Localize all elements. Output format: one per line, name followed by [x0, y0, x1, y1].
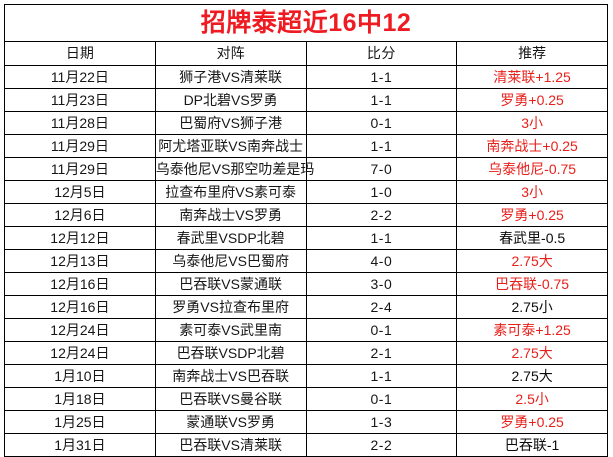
cell-score: 1-1 — [305, 65, 458, 89]
cell-match: 南奔战士VS巴吞联 — [154, 364, 307, 388]
table-row: 12月24日 巴吞联VSDP北碧 2-1 2.75大 — [4, 341, 608, 365]
table-row: 11月28日 巴蜀府VS狮子港 0-1 3小 — [4, 111, 608, 135]
column-header-date: 日期 — [4, 41, 156, 66]
cell-match: 狮子港VS清莱联 — [154, 65, 307, 89]
cell-match: 巴吞联VS蒙通联 — [154, 272, 307, 296]
cell-pick: 罗勇+0.25 — [456, 410, 608, 434]
cell-score: 0-1 — [305, 318, 458, 342]
cell-date: 11月29日 — [4, 157, 156, 181]
cell-score: 2-1 — [305, 341, 458, 365]
cell-match: 罗勇VS拉查布里府 — [154, 295, 307, 319]
table-row: 1月25日 蒙通联VS罗勇 1-3 罗勇+0.25 — [4, 410, 608, 434]
cell-score: 2-2 — [305, 433, 458, 457]
cell-pick: 2.75大 — [456, 364, 608, 388]
cell-date: 11月29日 — [4, 134, 156, 158]
cell-date: 1月31日 — [4, 433, 156, 457]
table-body: 招牌泰超近16中12 日期 对阵 比分 推荐 11月22日 狮子港VS清莱联 1-1… — [4, 4, 608, 457]
cell-match: 蒙通联VS罗勇 — [154, 410, 307, 434]
cell-pick: 乌泰他尼-0.75 — [456, 157, 608, 181]
cell-date: 12月6日 — [4, 203, 156, 227]
cell-date: 12月13日 — [4, 249, 156, 273]
cell-match: 巴吞联VS曼谷联 — [154, 387, 307, 411]
cell-score: 1-1 — [305, 364, 458, 388]
cell-date: 12月5日 — [4, 180, 156, 204]
cell-pick: 巴吞联-1 — [456, 433, 608, 457]
cell-score: 1-1 — [305, 226, 458, 250]
cell-pick: 2.75大 — [456, 249, 608, 273]
table-row: 1月18日 巴吞联VS曼谷联 0-1 2.5小 — [4, 387, 608, 411]
cell-score: 1-3 — [305, 410, 458, 434]
spreadsheet-sheet: 招牌泰超近16中12 日期 对阵 比分 推荐 11月22日 狮子港VS清莱联 1-1… — [4, 4, 608, 457]
column-header-match: 对阵 — [154, 41, 307, 66]
cell-pick: 巴吞联-0.75 — [456, 272, 608, 296]
column-header-pick: 推荐 — [456, 41, 608, 66]
cell-score: 4-0 — [305, 249, 458, 273]
cell-match: 拉查布里府VS素可泰 — [154, 180, 307, 204]
cell-score: 1-1 — [305, 88, 458, 112]
table-row: 12月12日 春武里VSDP北碧 1-1 春武里-0.5 — [4, 226, 608, 250]
cell-match: 巴蜀府VS狮子港 — [154, 111, 307, 135]
cell-pick: 春武里-0.5 — [456, 226, 608, 250]
cell-date: 1月10日 — [4, 364, 156, 388]
cell-match: DP北碧VS罗勇 — [154, 88, 307, 112]
cell-match: 阿尤塔亚联VS南奔战士 — [154, 134, 307, 158]
cell-score: 3-0 — [305, 272, 458, 296]
cell-score: 0-1 — [305, 387, 458, 411]
cell-score: 2-4 — [305, 295, 458, 319]
cell-score: 2-2 — [305, 203, 458, 227]
cell-pick: 3小 — [456, 180, 608, 204]
cell-date: 12月24日 — [4, 341, 156, 365]
cell-date: 12月16日 — [4, 295, 156, 319]
table-row: 12月16日 罗勇VS拉查布里府 2-4 2.75小 — [4, 295, 608, 319]
cell-pick: 罗勇+0.25 — [456, 203, 608, 227]
cell-date: 12月16日 — [4, 272, 156, 296]
cell-date: 11月22日 — [4, 65, 156, 89]
cell-pick: 清莱联+1.25 — [456, 65, 608, 89]
cell-date: 11月28日 — [4, 111, 156, 135]
table-row: 11月29日 阿尤塔亚联VS南奔战士 1-1 南奔战士+0.25 — [4, 134, 608, 158]
table-row: 11月29日 乌泰他尼VS那空叻差是玛 7-0 乌泰他尼-0.75 — [4, 157, 608, 181]
cell-match: 素可泰VS武里南 — [154, 318, 307, 342]
table-row: 11月22日 狮子港VS清莱联 1-1 清莱联+1.25 — [4, 65, 608, 89]
cell-date: 12月24日 — [4, 318, 156, 342]
table-row: 12月13日 乌泰他尼VS巴蜀府 4-0 2.75大 — [4, 249, 608, 273]
cell-match: 乌泰他尼VS那空叻差是玛 — [154, 157, 314, 181]
cell-pick: 2.75大 — [456, 341, 608, 365]
cell-match: 巴吞联VS清莱联 — [154, 433, 307, 457]
cell-score: 1-1 — [305, 134, 458, 158]
cell-match: 春武里VSDP北碧 — [154, 226, 307, 250]
table-row: 12月16日 巴吞联VS蒙通联 3-0 巴吞联-0.75 — [4, 272, 608, 296]
cell-date: 12月12日 — [4, 226, 156, 250]
cell-match: 巴吞联VSDP北碧 — [154, 341, 307, 365]
title-row: 招牌泰超近16中12 — [4, 4, 608, 42]
table-row: 11月23日 DP北碧VS罗勇 1-1 罗勇+0.25 — [4, 88, 608, 112]
table-row: 12月5日 拉查布里府VS素可泰 1-0 3小 — [4, 180, 608, 204]
table-row: 1月31日 巴吞联VS清莱联 2-2 巴吞联-1 — [4, 433, 608, 457]
table-row: 12月24日 素可泰VS武里南 0-1 素可泰+1.25 — [4, 318, 608, 342]
cell-date: 11月23日 — [4, 88, 156, 112]
cell-match: 乌泰他尼VS巴蜀府 — [154, 249, 307, 273]
match-results-table: 招牌泰超近16中12 日期 对阵 比分 推荐 11月22日 狮子港VS清莱联 1-1… — [4, 4, 608, 457]
cell-date: 1月18日 — [4, 387, 156, 411]
table-row: 1月10日 南奔战士VS巴吞联 1-1 2.75大 — [4, 364, 608, 388]
column-header-score: 比分 — [305, 41, 458, 66]
cell-pick: 2.75小 — [456, 295, 608, 319]
cell-match: 南奔战士VS罗勇 — [154, 203, 307, 227]
cell-score: 1-0 — [305, 180, 458, 204]
page-title: 招牌泰超近16中12 — [4, 4, 608, 42]
cell-date: 1月25日 — [4, 410, 156, 434]
column-header-row: 日期 对阵 比分 推荐 — [4, 41, 608, 66]
cell-pick: 南奔战士+0.25 — [456, 134, 608, 158]
table-row: 12月6日 南奔战士VS罗勇 2-2 罗勇+0.25 — [4, 203, 608, 227]
cell-pick: 3小 — [456, 111, 608, 135]
cell-score: 0-1 — [305, 111, 458, 135]
cell-score: 7-0 — [305, 157, 458, 181]
cell-pick: 素可泰+1.25 — [456, 318, 608, 342]
cell-pick: 2.5小 — [456, 387, 608, 411]
cell-pick: 罗勇+0.25 — [456, 88, 608, 112]
